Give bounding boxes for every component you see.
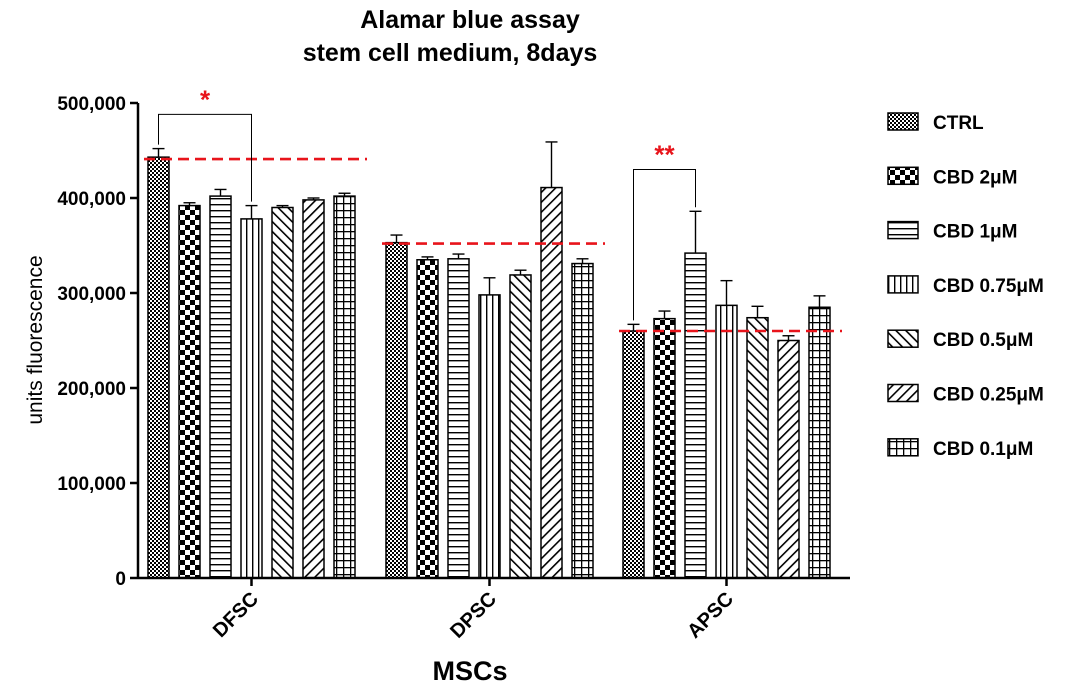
x-tick-label-dpsc: DPSC	[446, 588, 501, 643]
bar-apsc-3	[715, 304, 738, 579]
bar-apsc-2	[684, 252, 707, 579]
bar-dpsc-3	[478, 294, 501, 579]
legend-swatch-5	[887, 383, 919, 403]
bar-dfsc-3	[240, 218, 263, 579]
bar-apsc-0	[622, 330, 645, 579]
chart-title-line-1: Alamar blue assay	[360, 6, 580, 34]
y-axis-label: units fluorescence	[24, 255, 47, 424]
legend-swatch-0	[887, 112, 919, 131]
chart-title-line-2: stem cell medium, 8days	[303, 39, 598, 67]
bar-dpsc-5	[540, 186, 563, 579]
legend-label-1: CBD 2μM	[933, 167, 1017, 188]
legend-label-4: CBD 0.5μM	[933, 330, 1033, 351]
bar-dfsc-0	[147, 156, 170, 579]
x-axis-label: MSCs	[432, 656, 507, 686]
y-tick-label: 200,000	[57, 379, 126, 400]
bar-dfsc-2	[209, 195, 232, 579]
bar-dfsc-1	[178, 204, 201, 579]
bar-dpsc-2	[447, 258, 470, 579]
bar-apsc-6	[808, 306, 831, 579]
legend-swatch-2	[887, 220, 919, 240]
bar-dpsc-6	[571, 262, 594, 579]
legend-swatch-3	[887, 275, 919, 294]
bar-apsc-4	[746, 316, 769, 579]
legend-label-0: CTRL	[933, 113, 984, 134]
legend-swatch-6	[887, 438, 919, 457]
x-tick-label-apsc: APSC	[683, 588, 738, 643]
bar-dpsc-0	[385, 241, 408, 579]
legend-label-6: CBD 0.1μM	[933, 439, 1033, 460]
bar-apsc-1	[653, 317, 676, 579]
legend-label-5: CBD 0.25μM	[933, 385, 1044, 406]
bar-dpsc-4	[509, 274, 532, 579]
bar-dfsc-5	[302, 199, 325, 579]
legend-swatch-1	[887, 166, 919, 186]
significance-bracket-dfsc	[158, 113, 252, 202]
y-tick-label: 300,000	[57, 284, 126, 305]
y-tick-label: 100,000	[57, 474, 126, 495]
legend-label-3: CBD 0.75μM	[933, 276, 1044, 297]
significance-bracket-apsc	[633, 169, 696, 321]
x-tick-label-dfsc: DFSC	[209, 588, 263, 642]
y-tick-label: 0	[115, 569, 126, 590]
bar-dpsc-1	[416, 259, 439, 579]
y-tick-label: 500,000	[57, 94, 126, 115]
significance-label-apsc: **	[654, 140, 675, 170]
significance-label-dfsc: *	[200, 84, 211, 114]
y-tick-label: 400,000	[57, 189, 126, 210]
bar-dfsc-4	[271, 206, 294, 579]
bar-apsc-5	[777, 339, 800, 579]
legend-swatch-4	[887, 329, 919, 348]
legend-label-2: CBD 1μM	[933, 222, 1017, 243]
bar-dfsc-6	[333, 195, 356, 579]
